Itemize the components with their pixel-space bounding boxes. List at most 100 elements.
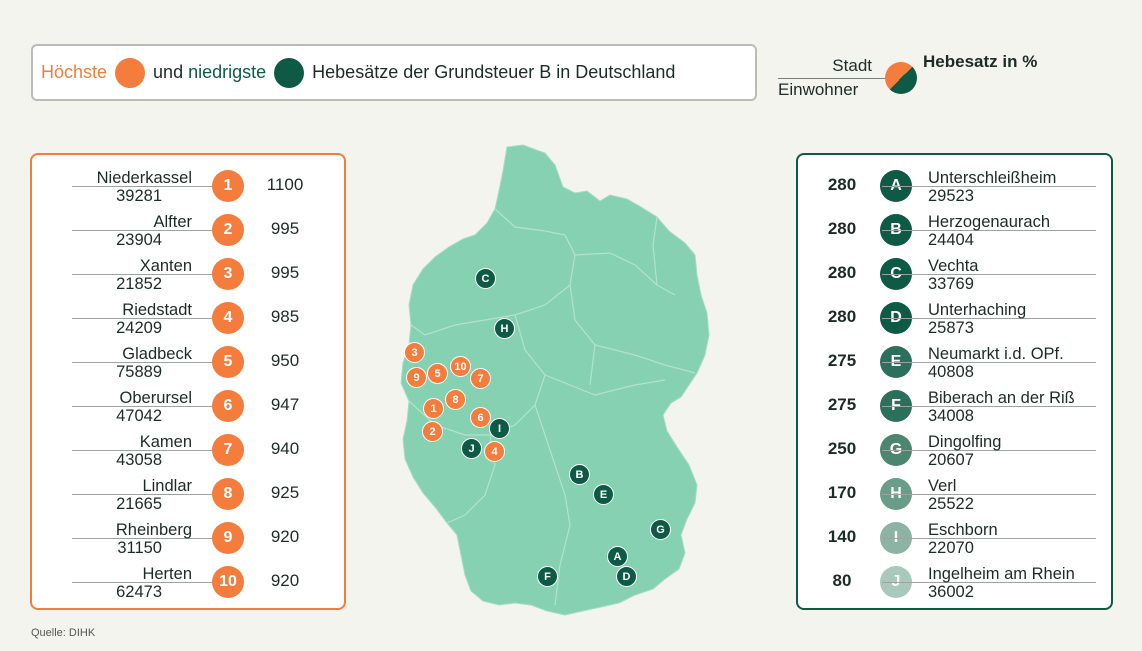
orange-dot-icon — [115, 57, 146, 88]
city-name: Vechta — [928, 257, 979, 275]
row-divider — [72, 186, 232, 187]
population: 25522 — [928, 495, 974, 513]
rank-badge: 9 — [212, 522, 244, 554]
population: 24404 — [928, 231, 974, 249]
rate-value: 920 — [270, 571, 300, 590]
population: 39281 — [116, 187, 162, 205]
city-name: Oberursel — [119, 389, 192, 407]
rate-value: 940 — [270, 439, 300, 458]
city-name: Unterhaching — [928, 301, 1027, 319]
population: 22070 — [928, 539, 974, 557]
rate-value: 170 — [827, 483, 857, 502]
map-marker-F: F — [537, 566, 558, 587]
row-divider — [882, 538, 1096, 539]
rate-value: 995 — [270, 219, 300, 238]
title-rest: Hebesätze der Grundsteuer B in Deutschla… — [312, 62, 676, 82]
map-marker-C: C — [475, 268, 496, 289]
rate-value: 947 — [270, 395, 300, 414]
map-marker-5: 5 — [427, 363, 448, 384]
rate-value: 920 — [270, 527, 300, 546]
population: 62473 — [116, 583, 162, 601]
population: 23904 — [116, 231, 162, 249]
map-marker-4: 4 — [484, 441, 505, 462]
legend-split-circle-icon — [885, 62, 917, 94]
row-divider — [882, 318, 1096, 319]
rank-badge: 6 — [212, 390, 244, 422]
legend-population-label: Einwohner — [778, 80, 859, 99]
city-name: Riedstadt — [122, 301, 192, 319]
row-divider — [72, 494, 232, 495]
rank-badge: 8 — [212, 478, 244, 510]
map-marker-H: H — [494, 318, 515, 339]
row-divider — [72, 318, 232, 319]
row-divider — [72, 582, 232, 583]
map-marker-8: 8 — [445, 389, 466, 410]
map-marker-7: 7 — [470, 368, 491, 389]
map-marker-D: D — [616, 566, 637, 587]
rank-badge: 5 — [212, 346, 244, 378]
state-borders — [408, 208, 696, 606]
rank-badge: 1 — [212, 170, 244, 202]
row-divider — [882, 406, 1096, 407]
rate-value: 275 — [827, 351, 857, 370]
legend-divider — [778, 78, 896, 79]
population: 21665 — [116, 495, 162, 513]
row-divider — [882, 494, 1096, 495]
city-name: Xanten — [139, 257, 192, 275]
rate-value: 280 — [827, 263, 857, 282]
rate-value: 80 — [832, 571, 852, 590]
population: 43058 — [116, 451, 162, 469]
population: 29523 — [928, 187, 974, 205]
rate-value: 275 — [827, 395, 857, 414]
rank-badge: 7 — [212, 434, 244, 466]
city-name: Alfter — [153, 213, 192, 231]
map-marker-1: 1 — [423, 398, 444, 419]
rate-value: 280 — [827, 307, 857, 326]
rate-value: 280 — [827, 175, 857, 194]
city-name: Ingelheim am Rhein — [928, 565, 1075, 583]
population: 21852 — [116, 275, 162, 293]
city-name: Lindlar — [142, 477, 192, 495]
population: 20607 — [928, 451, 974, 469]
population: 33769 — [928, 275, 974, 293]
population: 36002 — [928, 583, 974, 601]
row-divider — [882, 230, 1096, 231]
rate-value: 995 — [270, 263, 300, 282]
row-divider — [882, 274, 1096, 275]
rank-badge: 4 — [212, 302, 244, 334]
population: 24209 — [116, 319, 162, 337]
rate-value: 250 — [827, 439, 857, 458]
population: 34008 — [928, 407, 974, 425]
source-note: Quelle: DIHK — [31, 627, 96, 639]
city-name: Niederkassel — [96, 169, 192, 187]
row-divider — [72, 274, 232, 275]
title-highest: Höchste — [41, 62, 108, 82]
legend-rate-label: Hebesatz in % — [923, 52, 1038, 71]
row-divider — [72, 538, 232, 539]
rate-value: 1100 — [266, 175, 304, 194]
rate-value: 925 — [270, 483, 300, 502]
highest-rates-panel — [30, 153, 346, 610]
rank-badge: 10 — [212, 566, 244, 598]
map-marker-9: 9 — [406, 367, 427, 388]
row-divider — [72, 406, 232, 407]
title-and: und — [153, 62, 184, 82]
legend-city-label: Stadt — [832, 56, 872, 75]
city-name: Eschborn — [928, 521, 998, 539]
city-name: Herzogenaurach — [928, 213, 1050, 231]
row-divider — [72, 362, 232, 363]
rate-value: 950 — [270, 351, 300, 370]
germany-map — [400, 144, 710, 616]
map-marker-E: E — [593, 484, 614, 505]
map-marker-G: G — [650, 519, 671, 540]
population: 75889 — [116, 363, 162, 381]
rate-value: 280 — [827, 219, 857, 238]
row-divider — [882, 186, 1096, 187]
row-divider — [72, 450, 232, 451]
title-lowest: niedrigste — [188, 62, 267, 82]
population: 31150 — [117, 539, 162, 557]
title-box: Höchste und niedrigste Hebesätze der Gru… — [31, 44, 757, 101]
map-marker-2: 2 — [422, 421, 443, 442]
population: 25873 — [928, 319, 974, 337]
rank-badge: 2 — [212, 214, 244, 246]
